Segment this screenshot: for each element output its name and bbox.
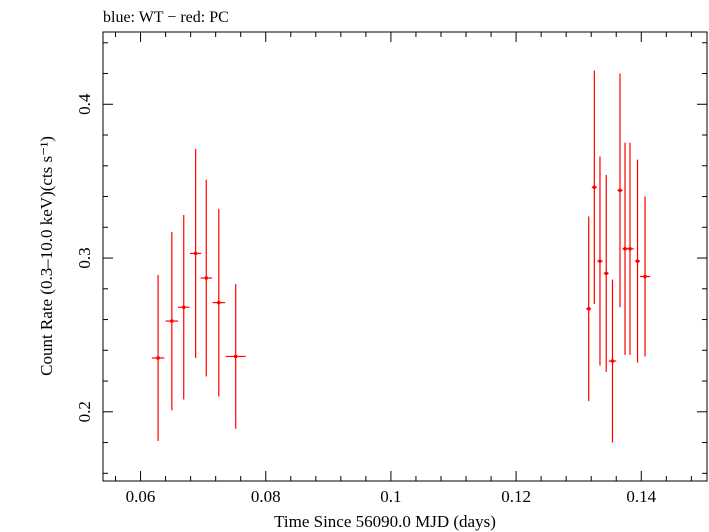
data-point bbox=[591, 70, 597, 305]
point-marker bbox=[181, 305, 186, 310]
data-point bbox=[640, 196, 651, 357]
x-axis-label: Time Since 56090.0 MJD (days) bbox=[274, 512, 496, 531]
point-marker bbox=[610, 359, 615, 363]
point-marker bbox=[216, 300, 221, 305]
point-marker bbox=[592, 185, 597, 190]
data-point bbox=[617, 73, 623, 308]
data-point bbox=[212, 208, 226, 397]
data-point bbox=[626, 142, 634, 355]
point-marker bbox=[628, 247, 632, 251]
y-axis-ticks: 0.2 0.3 0.4 bbox=[75, 42, 707, 474]
data-point bbox=[225, 284, 246, 429]
data-point bbox=[608, 279, 617, 443]
data-point bbox=[178, 214, 190, 400]
point-marker bbox=[156, 356, 160, 360]
point-marker bbox=[623, 247, 627, 251]
data-point bbox=[151, 274, 165, 442]
data-point bbox=[200, 179, 212, 377]
point-marker bbox=[598, 259, 602, 263]
data-point bbox=[597, 156, 603, 366]
x-axis-ticks: 0.06 0.08 0.1 0.12 0.14 bbox=[115, 32, 692, 506]
x-tick-label: 0.14 bbox=[626, 487, 656, 506]
point-marker bbox=[204, 276, 209, 280]
y-axis-label: Count Rate (0.3–10.0 keV)(cts s⁻¹) bbox=[37, 136, 56, 376]
data-point bbox=[165, 231, 179, 411]
point-marker bbox=[618, 188, 622, 193]
point-marker bbox=[170, 319, 174, 323]
point-marker bbox=[604, 271, 609, 276]
data-point bbox=[603, 175, 609, 372]
data-point bbox=[586, 216, 592, 402]
x-tick-label: 0.12 bbox=[501, 487, 531, 506]
y-tick-label: 0.4 bbox=[75, 93, 94, 115]
y-tick-label: 0.3 bbox=[75, 247, 94, 268]
point-marker bbox=[586, 306, 591, 311]
point-marker bbox=[193, 251, 198, 256]
point-marker bbox=[635, 259, 640, 263]
data-points bbox=[151, 70, 651, 443]
y-tick-label: 0.2 bbox=[75, 401, 94, 422]
x-tick-label: 0.06 bbox=[126, 487, 156, 506]
data-point bbox=[635, 159, 641, 363]
point-marker bbox=[643, 274, 647, 279]
x-tick-label: 0.1 bbox=[380, 487, 401, 506]
data-point bbox=[190, 148, 202, 358]
x-tick-label: 0.08 bbox=[251, 487, 281, 506]
chart-title: blue: WT − red: PC bbox=[103, 9, 229, 26]
point-marker bbox=[233, 354, 238, 359]
plot-frame bbox=[102, 31, 708, 482]
